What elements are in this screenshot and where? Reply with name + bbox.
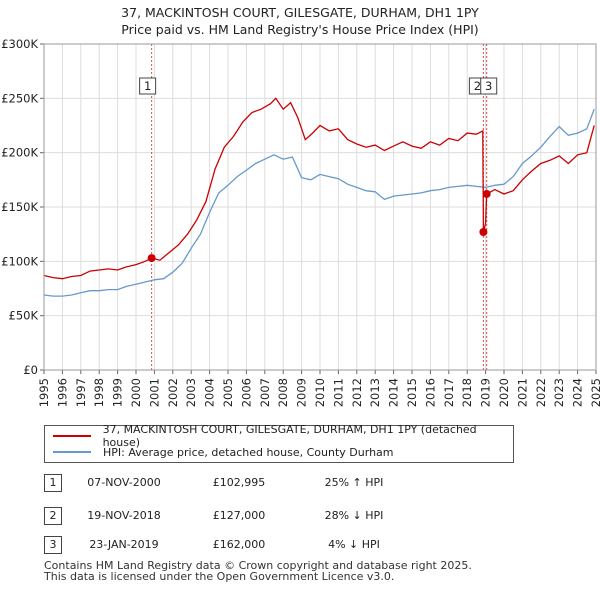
x-axis: 1995 1996 1997 1998 1999 2000 2001 2002 2003 2004… [37, 370, 600, 407]
x-tick-label: 2023 [552, 378, 566, 407]
x-tick-label: 2013 [368, 378, 382, 407]
x-tick-label: 2016 [423, 378, 437, 407]
x-tick-label: 2018 [460, 378, 474, 407]
x-tick-label: 2020 [497, 378, 511, 407]
transaction-date: 23-JAN-2019 [89, 538, 159, 551]
marker-label-1: 1 [144, 79, 151, 93]
plot-frame [43, 43, 597, 371]
property-price-line [43, 97, 595, 280]
transaction-price: £162,000 [212, 538, 266, 551]
x-tick-label: 2007 [258, 378, 272, 407]
footer: Contains HM Land Registry data © Crown c… [44, 560, 472, 582]
marker-box-1 [139, 77, 157, 95]
y-tick-label: £250K [1, 91, 38, 105]
x-tick-label: 2014 [387, 378, 401, 407]
x-tick-label: 1995 [37, 378, 51, 407]
footer-line1: Contains HM Land Registry data © Crown c… [44, 559, 472, 572]
table-row: 1 07-NOV-2000 £102,995 25% ↑ HPI [44, 474, 544, 492]
legend-label-property: 37, MACKINTOSH COURT, GILESGATE, DURHAM,… [102, 423, 477, 449]
x-tick-label: 2004 [203, 378, 217, 407]
transaction-number: 3 [44, 536, 62, 554]
chart-title: 37, MACKINTOSH COURT, GILESGATE, DURHAM,… [0, 4, 600, 38]
x-tick-label: 1999 [111, 378, 125, 407]
x-tick-label: 1997 [74, 378, 88, 407]
legend-swatch-property [53, 435, 91, 437]
x-tick-label: 2008 [276, 378, 290, 407]
y-tick-label: £0 [23, 363, 38, 377]
x-tick-label: 2019 [479, 378, 493, 407]
chart-title-line1: 37, MACKINTOSH COURT, GILESGATE, DURHAM,… [121, 5, 479, 20]
x-tick-label: 2024 [571, 378, 585, 407]
sale-point-3 [482, 189, 491, 198]
x-tick-label: 2002 [166, 378, 180, 407]
x-tick-label: 2021 [515, 378, 529, 407]
transaction-hpi: 4% ↓ HPI [328, 538, 380, 551]
table-row: 2 19-NOV-2018 £127,000 28% ↓ HPI [44, 507, 544, 525]
x-tick-label: 1998 [92, 378, 106, 407]
transaction-price: £102,995 [212, 476, 266, 489]
legend-item-property: 37, MACKINTOSH COURT, GILESGATE, DURHAM,… [53, 423, 513, 449]
transaction-hpi: 28% ↓ HPI [324, 509, 384, 522]
transaction-hpi: 25% ↑ HPI [324, 476, 384, 489]
x-tick-label: 2025 [589, 378, 600, 407]
x-tick-label: 2000 [129, 378, 143, 407]
legend: 37, MACKINTOSH COURT, GILESGATE, DURHAM,… [44, 423, 514, 463]
x-tick-label: 2001 [147, 378, 161, 407]
x-tick-label: 2005 [221, 378, 235, 407]
y-axis: £0 £50K £100K £150K £200K £250K £300K [1, 37, 44, 377]
transaction-number: 1 [44, 474, 62, 492]
table-row: 3 23-JAN-2019 £162,000 4% ↓ HPI [44, 536, 544, 554]
y-tick-label: £200K [1, 146, 38, 160]
x-tick-label: 2010 [313, 378, 327, 407]
transaction-date: 19-NOV-2018 [87, 509, 161, 522]
grid [43, 43, 597, 371]
legend-label-hpi: HPI: Average price, detached house, Coun… [103, 445, 394, 459]
price-chart: £0 £50K £100K £150K £200K £250K £300K 1995 1996… [1, 37, 600, 407]
x-tick-label: 2011 [331, 378, 345, 407]
y-tick-label: £300K [1, 37, 38, 51]
x-tick-label: 2003 [184, 378, 198, 407]
x-tick-label: 2022 [534, 378, 548, 407]
x-tick-label: 2006 [239, 378, 253, 407]
marker-label-3: 3 [485, 79, 492, 93]
x-tick-label: 2009 [295, 378, 309, 407]
y-tick-label: £50K [9, 309, 39, 323]
x-tick-label: 2017 [442, 378, 456, 407]
legend-swatch-hpi [53, 451, 91, 453]
transaction-date: 07-NOV-2000 [87, 476, 161, 489]
sale-point-1 [147, 254, 156, 263]
sale-point-2 [479, 227, 488, 236]
transaction-price: £127,000 [212, 509, 266, 522]
series-layer [43, 97, 595, 297]
hpi-line [43, 108, 595, 297]
y-tick-label: £100K [1, 254, 38, 268]
x-tick-label: 2015 [405, 378, 419, 407]
x-tick-label: 1996 [55, 378, 69, 407]
chart-title-line2: Price paid vs. HM Land Registry's House … [121, 22, 479, 37]
footer-line2: This data is licensed under the Open Gov… [44, 570, 395, 583]
x-tick-label: 2012 [350, 378, 364, 407]
transaction-number: 2 [44, 507, 62, 525]
y-tick-label: £150K [1, 200, 38, 214]
marker-box-3 [480, 77, 498, 95]
marker-label-2: 2 [474, 79, 481, 93]
legend-item-hpi: HPI: Average price, detached house, Coun… [53, 444, 394, 460]
